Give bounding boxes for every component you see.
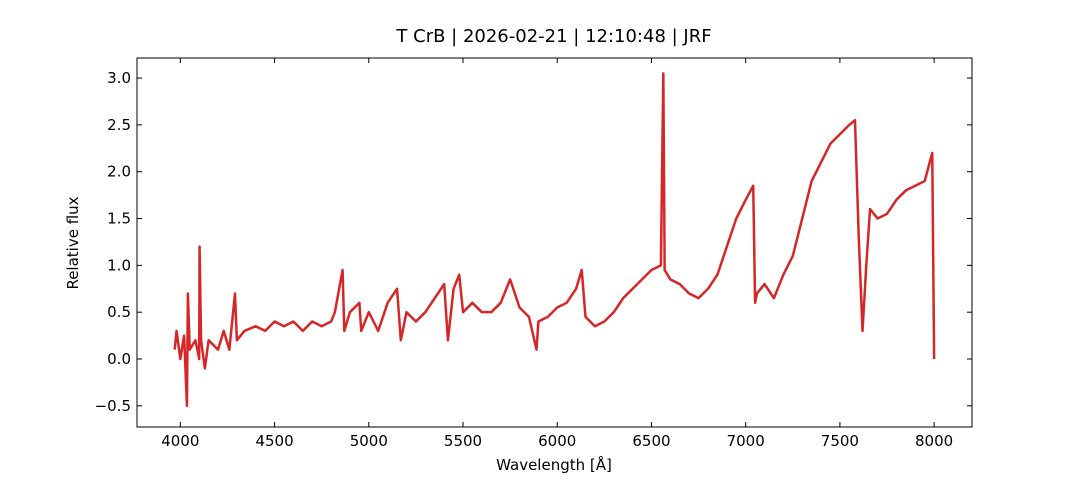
x-tick-label: 4500 [255,432,293,450]
plot-frame [136,57,973,428]
spectrum-line [173,72,936,408]
y-tick-label: 1.5 [107,210,131,228]
y-tick-label: 2.0 [107,163,131,181]
x-tick-label: 6000 [538,432,576,450]
y-tick-label: 0.5 [107,303,131,321]
x-axis-label: Wavelength [Å] [496,455,612,474]
y-axis-label: Relative flux [64,196,82,289]
y-tick-label: 2.5 [107,116,131,134]
x-tick-label: 5500 [444,432,482,450]
x-tick-label: 7500 [821,432,859,450]
y-tick-label: 0.0 [107,350,131,368]
x-tick-label: 6500 [632,432,670,450]
x-tick-label: 4000 [161,432,199,450]
y-tick-label: 3.0 [107,69,131,87]
x-tick-label: 8000 [915,432,953,450]
x-tick-label: 7000 [727,432,765,450]
x-tick-label: 5000 [350,432,388,450]
y-tick-label: −0.5 [95,397,131,415]
chart-title: T CrB | 2026-02-21 | 12:10:48 | JRF [395,26,711,47]
y-tick-label: 1.0 [107,256,131,274]
